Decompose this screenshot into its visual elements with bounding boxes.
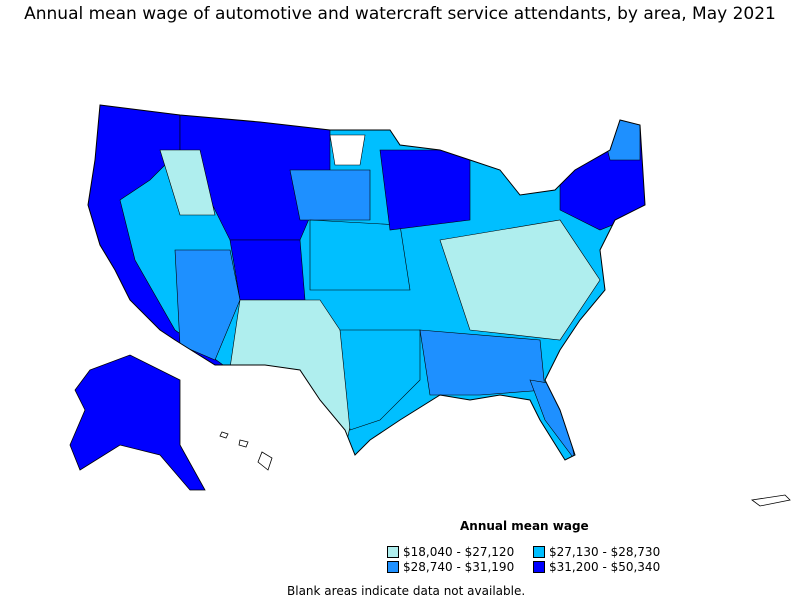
legend-item: $31,200 - $50,340 [533,560,660,574]
region-midwest-north [379,149,471,231]
region-puerto-rico [750,494,791,507]
region-florida [529,379,576,460]
legend-swatch [533,546,545,558]
map-title: Annual mean wage of automotive and water… [24,4,776,24]
legend-title: Annual mean wage [460,519,589,533]
legend-label: $28,740 - $31,190 [403,560,515,574]
legend-swatch [533,561,545,573]
region-dakotas [289,169,371,221]
region-idaho [159,149,216,216]
region-alaska [69,354,206,491]
region-southwest [174,249,241,361]
footnote: Blank areas indicate data not available. [287,584,526,598]
legend-label: $27,130 - $28,730 [549,545,661,559]
legend-item: $27,130 - $28,730 [533,545,660,559]
region-east-texas [339,329,421,431]
legend-swatch [387,561,399,573]
region-plains [309,219,411,291]
region-south [419,329,546,396]
region-no-data [329,134,366,166]
legend-item: $18,040 - $27,120 [387,545,514,559]
legend-label: $18,040 - $27,120 [403,545,515,559]
region-appalachia [439,219,601,341]
legend-item: $28,740 - $31,190 [387,560,514,574]
legend-swatch [387,546,399,558]
region-hawaii [219,431,273,471]
legend-label: $31,200 - $50,340 [549,560,661,574]
region-colorado [229,239,306,301]
